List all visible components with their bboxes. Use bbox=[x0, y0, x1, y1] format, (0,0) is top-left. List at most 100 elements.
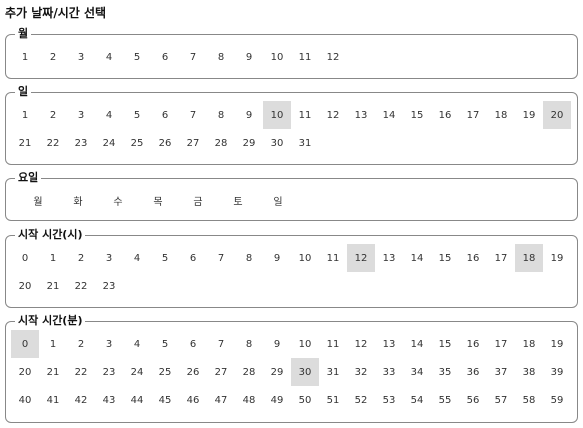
start-hour-option[interactable]: 8 bbox=[245, 252, 253, 264]
start-minute-option[interactable]: 41 bbox=[46, 394, 60, 406]
month-option[interactable]: 3 bbox=[77, 51, 85, 63]
month-option[interactable]: 8 bbox=[217, 51, 225, 63]
start-minute-option[interactable]: 17 bbox=[494, 338, 508, 350]
start-hour-option[interactable]: 14 bbox=[410, 252, 424, 264]
start-minute-option[interactable]: 26 bbox=[186, 366, 200, 378]
start-minute-option[interactable]: 34 bbox=[410, 366, 424, 378]
start-minute-option[interactable]: 58 bbox=[522, 394, 536, 406]
day-option[interactable]: 6 bbox=[161, 109, 169, 121]
month-option[interactable]: 9 bbox=[245, 51, 253, 63]
day-option[interactable]: 9 bbox=[245, 109, 253, 121]
day-option[interactable]: 1 bbox=[21, 109, 29, 121]
start-minute-option[interactable]: 48 bbox=[242, 394, 256, 406]
day-option[interactable]: 7 bbox=[189, 109, 197, 121]
month-option[interactable]: 11 bbox=[298, 51, 312, 63]
day-option[interactable]: 3 bbox=[77, 109, 85, 121]
start-minute-option[interactable]: 3 bbox=[105, 338, 113, 350]
month-option[interactable]: 7 bbox=[189, 51, 197, 63]
start-minute-option[interactable]: 35 bbox=[438, 366, 452, 378]
start-hour-option[interactable]: 9 bbox=[273, 252, 281, 264]
day-option[interactable]: 19 bbox=[522, 109, 536, 121]
start-hour-option[interactable]: 2 bbox=[77, 252, 85, 264]
start-minute-option[interactable]: 44 bbox=[130, 394, 144, 406]
start-minute-option[interactable]: 42 bbox=[74, 394, 88, 406]
start-minute-option[interactable]: 20 bbox=[18, 366, 32, 378]
start-minute-option[interactable]: 10 bbox=[298, 338, 312, 350]
day-option[interactable]: 10 bbox=[263, 101, 291, 129]
weekday-option[interactable]: 일 bbox=[273, 196, 283, 208]
start-minute-option[interactable]: 27 bbox=[214, 366, 228, 378]
day-option[interactable]: 12 bbox=[326, 109, 340, 121]
start-minute-option[interactable]: 24 bbox=[130, 366, 144, 378]
start-minute-option[interactable]: 36 bbox=[466, 366, 480, 378]
start-minute-option[interactable]: 9 bbox=[273, 338, 281, 350]
start-minute-option[interactable]: 53 bbox=[382, 394, 396, 406]
start-minute-option[interactable]: 6 bbox=[189, 338, 197, 350]
start-hour-option[interactable]: 17 bbox=[494, 252, 508, 264]
day-option[interactable]: 5 bbox=[133, 109, 141, 121]
start-minute-option[interactable]: 40 bbox=[18, 394, 32, 406]
start-hour-option[interactable]: 3 bbox=[105, 252, 113, 264]
start-minute-option[interactable]: 23 bbox=[102, 366, 116, 378]
start-minute-option[interactable]: 4 bbox=[133, 338, 141, 350]
start-hour-option[interactable]: 11 bbox=[326, 252, 340, 264]
start-minute-option[interactable]: 59 bbox=[550, 394, 564, 406]
start-minute-option[interactable]: 47 bbox=[214, 394, 228, 406]
day-option[interactable]: 21 bbox=[18, 137, 32, 149]
start-minute-option[interactable]: 29 bbox=[270, 366, 284, 378]
start-minute-option[interactable]: 51 bbox=[326, 394, 340, 406]
start-minute-option[interactable]: 49 bbox=[270, 394, 284, 406]
day-option[interactable]: 22 bbox=[46, 137, 60, 149]
month-option[interactable]: 1 bbox=[21, 51, 29, 63]
month-option[interactable]: 5 bbox=[133, 51, 141, 63]
start-minute-option[interactable]: 55 bbox=[438, 394, 452, 406]
weekday-option[interactable]: 월 bbox=[33, 196, 43, 208]
start-hour-option[interactable]: 16 bbox=[466, 252, 480, 264]
start-hour-option[interactable]: 0 bbox=[21, 252, 29, 264]
start-minute-option[interactable]: 19 bbox=[550, 338, 564, 350]
start-minute-option[interactable]: 14 bbox=[410, 338, 424, 350]
month-option[interactable]: 2 bbox=[49, 51, 57, 63]
day-option[interactable]: 27 bbox=[186, 137, 200, 149]
weekday-option[interactable]: 금 bbox=[193, 196, 203, 208]
day-option[interactable]: 23 bbox=[74, 137, 88, 149]
month-option[interactable]: 4 bbox=[105, 51, 113, 63]
day-option[interactable]: 15 bbox=[410, 109, 424, 121]
start-hour-option[interactable]: 19 bbox=[550, 252, 564, 264]
start-hour-option[interactable]: 6 bbox=[189, 252, 197, 264]
day-option[interactable]: 31 bbox=[298, 137, 312, 149]
start-minute-option[interactable]: 54 bbox=[410, 394, 424, 406]
start-minute-option[interactable]: 31 bbox=[326, 366, 340, 378]
start-minute-option[interactable]: 5 bbox=[161, 338, 169, 350]
start-minute-option[interactable]: 1 bbox=[49, 338, 57, 350]
day-option[interactable]: 24 bbox=[102, 137, 116, 149]
start-minute-option[interactable]: 46 bbox=[186, 394, 200, 406]
weekday-option[interactable]: 수 bbox=[113, 196, 123, 208]
month-option[interactable]: 12 bbox=[326, 51, 340, 63]
start-minute-option[interactable]: 38 bbox=[522, 366, 536, 378]
start-hour-option[interactable]: 20 bbox=[18, 280, 32, 292]
day-option[interactable]: 30 bbox=[270, 137, 284, 149]
day-option[interactable]: 25 bbox=[130, 137, 144, 149]
start-minute-option[interactable]: 13 bbox=[382, 338, 396, 350]
day-option[interactable]: 16 bbox=[438, 109, 452, 121]
start-minute-option[interactable]: 28 bbox=[242, 366, 256, 378]
start-minute-option[interactable]: 12 bbox=[354, 338, 368, 350]
start-minute-option[interactable]: 15 bbox=[438, 338, 452, 350]
start-minute-option[interactable]: 8 bbox=[245, 338, 253, 350]
start-minute-option[interactable]: 50 bbox=[298, 394, 312, 406]
start-hour-option[interactable]: 10 bbox=[298, 252, 312, 264]
weekday-option[interactable]: 화 bbox=[73, 196, 83, 208]
day-option[interactable]: 20 bbox=[543, 101, 571, 129]
start-minute-option[interactable]: 56 bbox=[466, 394, 480, 406]
start-minute-option[interactable]: 33 bbox=[382, 366, 396, 378]
start-hour-option[interactable]: 21 bbox=[46, 280, 60, 292]
month-option[interactable]: 6 bbox=[161, 51, 169, 63]
start-hour-option[interactable]: 18 bbox=[515, 244, 543, 272]
day-option[interactable]: 11 bbox=[298, 109, 312, 121]
day-option[interactable]: 13 bbox=[354, 109, 368, 121]
start-minute-option[interactable]: 7 bbox=[217, 338, 225, 350]
start-hour-option[interactable]: 15 bbox=[438, 252, 452, 264]
start-minute-option[interactable]: 2 bbox=[77, 338, 85, 350]
day-option[interactable]: 14 bbox=[382, 109, 396, 121]
